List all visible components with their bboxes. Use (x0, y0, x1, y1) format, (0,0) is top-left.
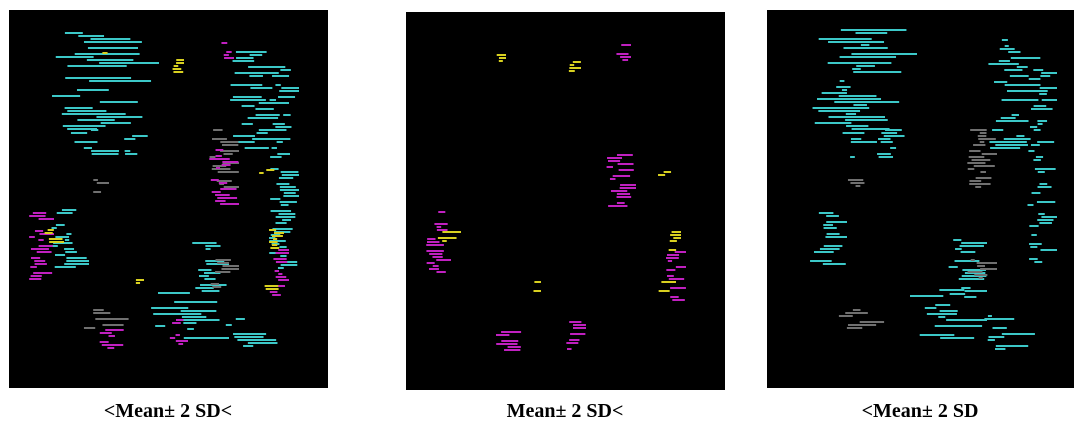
map (810, 29, 1057, 350)
map (29, 32, 299, 349)
map (426, 44, 686, 351)
caption: <Mean± 2 SD (861, 400, 979, 422)
caption: <Mean± 2 SD< (103, 400, 233, 422)
brain-map-2 (406, 12, 725, 390)
brain-map-3 (767, 10, 1074, 388)
brain-map-1 (9, 10, 328, 388)
caption: Mean± 2 SD< (506, 400, 624, 422)
